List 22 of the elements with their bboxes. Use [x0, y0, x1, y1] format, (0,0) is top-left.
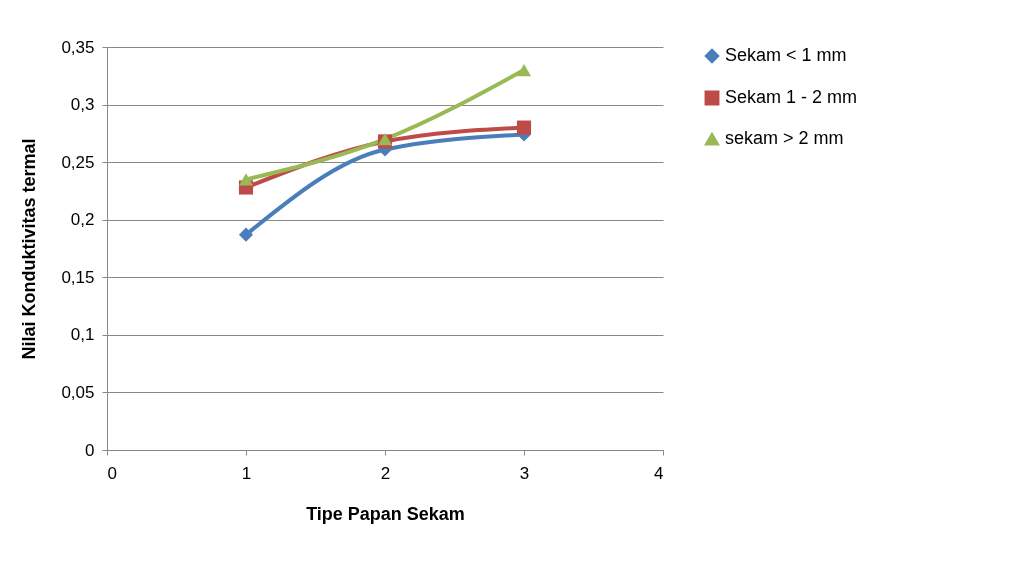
x-tick-label: 3: [519, 463, 530, 483]
legend-label: Sekam < 1 mm: [725, 45, 847, 65]
point: [516, 63, 532, 77]
point: [238, 227, 254, 242]
point: [516, 120, 532, 135]
legend-label: sekam > 2 mm: [725, 128, 844, 148]
y-tick-label: 0,3: [70, 95, 95, 115]
x-tick-label: 4: [654, 463, 664, 483]
y-tick-label: 0,35: [61, 37, 95, 57]
y-tick-label: 0,15: [61, 267, 95, 287]
point: [238, 173, 254, 186]
legend-label: Sekam 1 - 2 mm: [725, 87, 858, 107]
y-tick-label: 0,2: [70, 210, 95, 230]
x-axis-title: Tipe Papan Sekam: [306, 503, 465, 524]
x-tick-label: 1: [241, 463, 252, 483]
y-tick-label: 0,25: [61, 152, 95, 172]
x-tick-label: 0: [107, 463, 117, 483]
x-tick-label: 2: [380, 463, 391, 483]
y-tick-label: 0,1: [70, 325, 95, 345]
y-tick-label: 0: [85, 440, 95, 460]
y-axis-title: Nilai Konduktivitas termal: [19, 138, 40, 360]
y-tick-label: 0,05: [61, 382, 95, 402]
